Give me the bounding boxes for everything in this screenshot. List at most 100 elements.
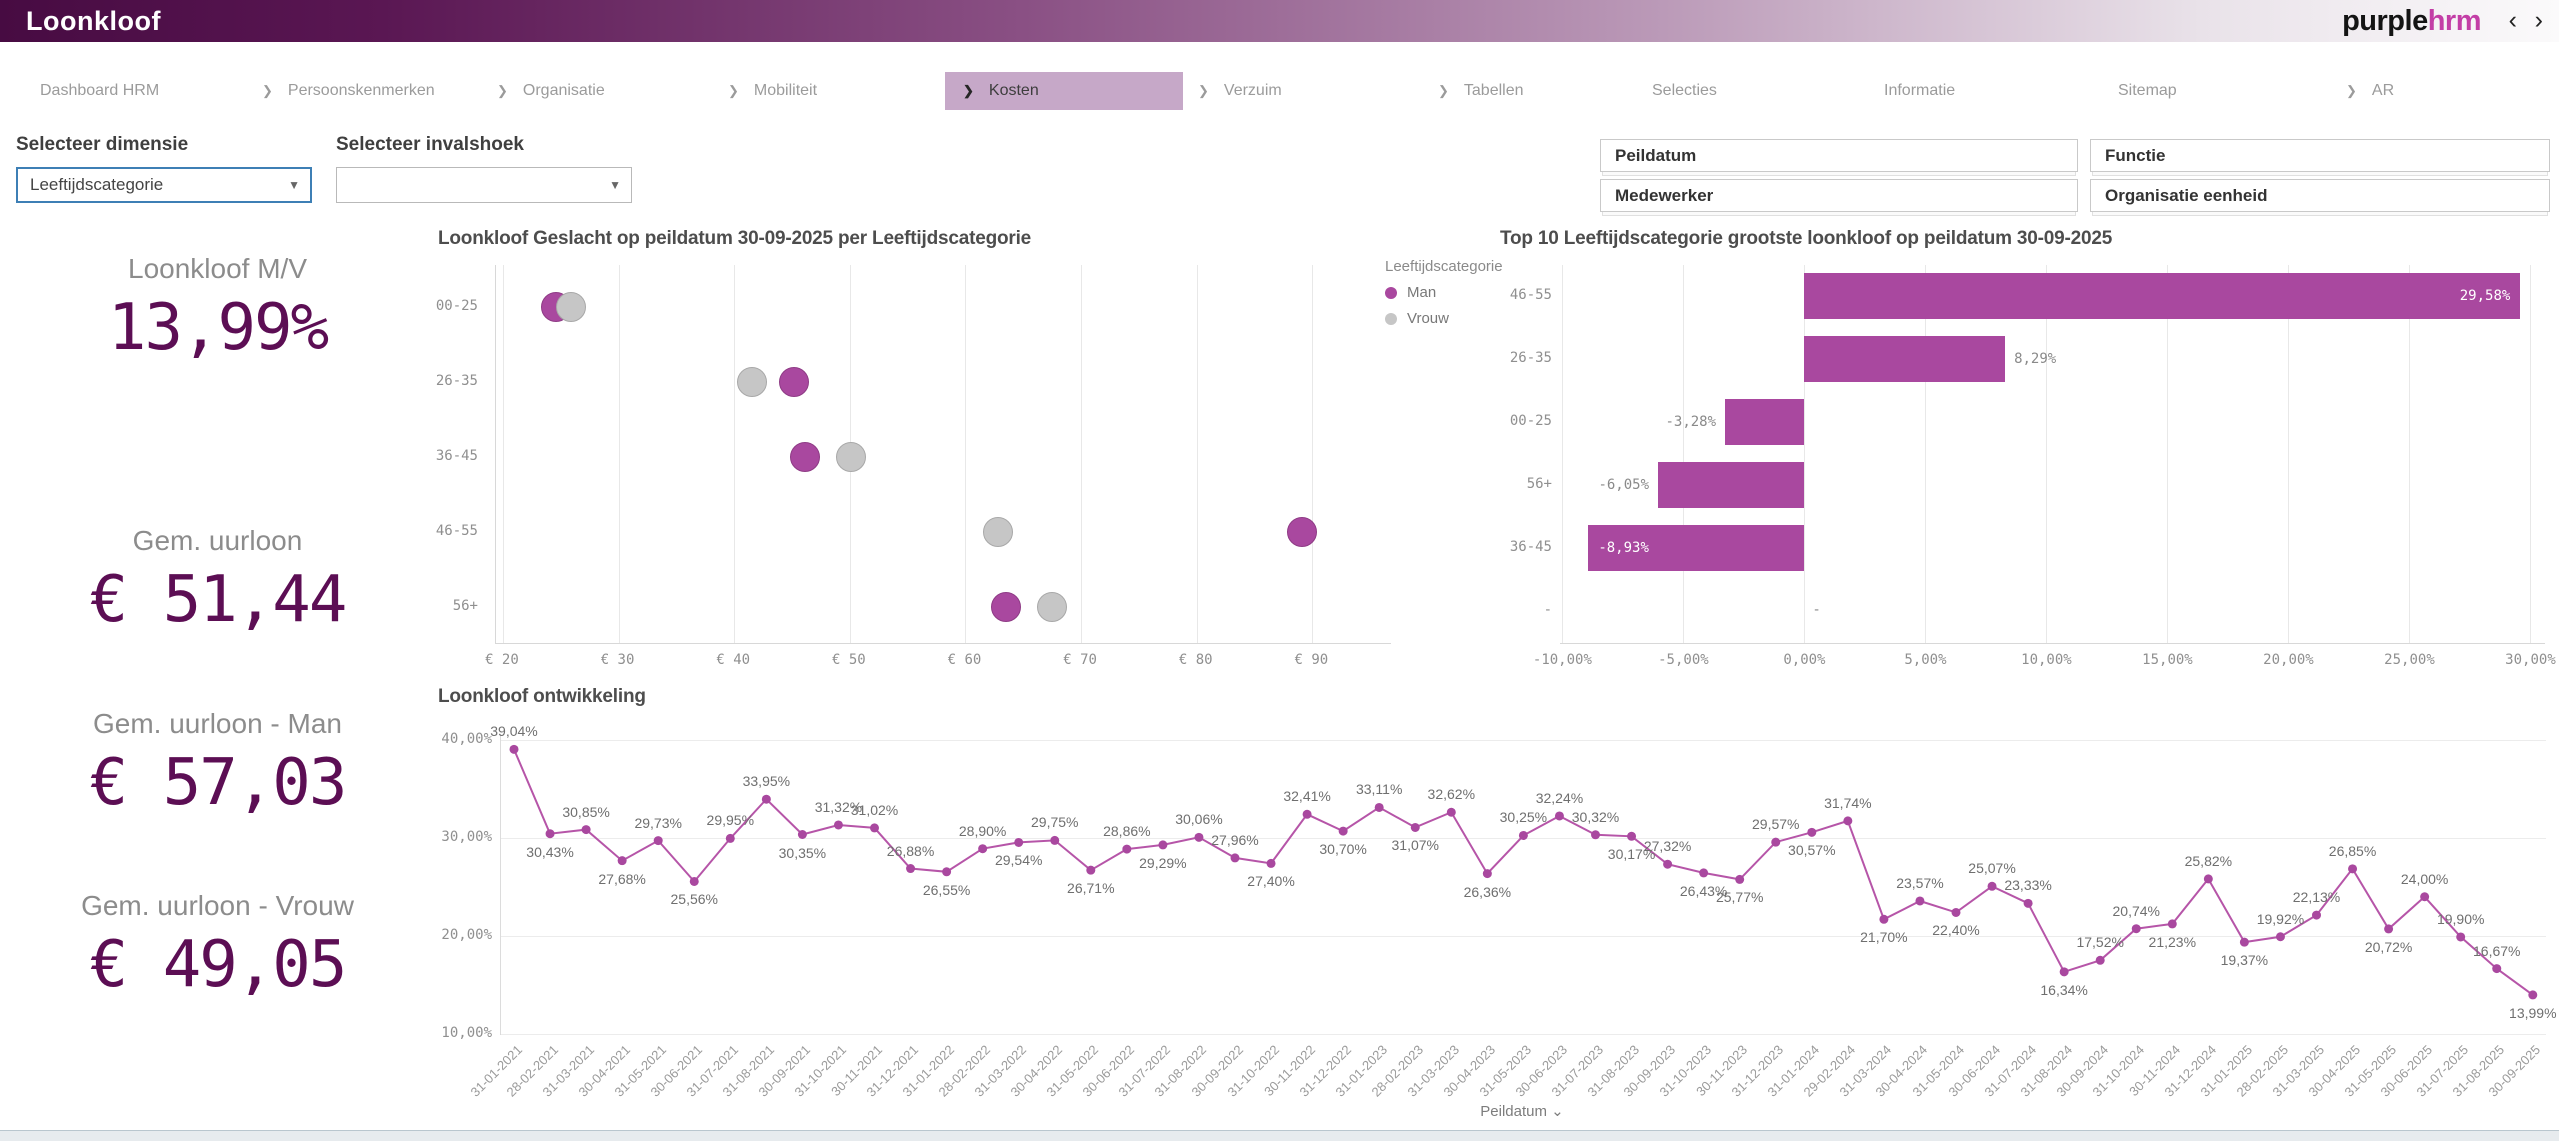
line-point-31-12-2022[interactable] [1338, 826, 1348, 836]
line-point-31-05-2021[interactable] [653, 836, 663, 846]
line-x-tick: 31-08-2025 [2450, 1042, 2508, 1100]
line-point-30-09-2023[interactable] [1663, 859, 1673, 869]
nav-item-selecties[interactable]: Selecties [1652, 82, 1717, 99]
bar-36-45[interactable] [1588, 525, 1805, 571]
scatter-point-man-36-45[interactable] [789, 442, 820, 472]
nav-item-dashboard-hrm[interactable]: Dashboard HRM [40, 82, 160, 99]
line-point-30-06-2023[interactable] [1554, 811, 1564, 821]
legend-item-vrouw[interactable]: Vrouw [1385, 310, 1503, 327]
line-x-tick: 31-01-2022 [900, 1042, 958, 1100]
scatter-point-vrouw-36-45[interactable] [835, 442, 866, 472]
scatter-point-vrouw-00-25[interactable] [556, 292, 587, 322]
line-point-31-03-2022[interactable] [1014, 837, 1024, 847]
scatter-point-man-56+[interactable] [990, 592, 1021, 622]
line-point-31-05-2025[interactable] [2384, 924, 2394, 934]
line-point-29-02-2024[interactable] [1843, 816, 1853, 826]
line-point-30-04-2022[interactable] [1050, 835, 1060, 845]
line-point-31-07-2021[interactable] [725, 833, 735, 843]
line-point-30-11-2022[interactable] [1302, 809, 1312, 819]
nav-item-organisatie[interactable]: ❯ Organisatie [497, 82, 605, 99]
line-point-31-01-2025[interactable] [2239, 937, 2249, 947]
next-sheet-icon[interactable]: › [2534, 6, 2543, 34]
line-point-31-07-2024[interactable] [2023, 898, 2033, 908]
filter-organisatie-eenheid[interactable]: Organisatie eenheid [2090, 179, 2550, 212]
line-point-30-11-2023[interactable] [1735, 874, 1745, 884]
line-point-30-06-2021[interactable] [689, 876, 699, 886]
scatter-point-man-46-55[interactable] [1286, 517, 1317, 547]
filter-functie[interactable]: Functie [2090, 139, 2550, 172]
line-data-label: 22,40% [1932, 922, 1980, 939]
filter-peildatum[interactable]: Peildatum [1600, 139, 2078, 172]
nav-item-tabellen[interactable]: ❯ Tabellen [1438, 82, 1524, 99]
line-point-31-12-2023[interactable] [1771, 837, 1781, 847]
line-point-30-06-2024[interactable] [1987, 881, 1997, 891]
line-point-30-09-2022[interactable] [1230, 853, 1240, 863]
line-point-31-08-2023[interactable] [1627, 831, 1637, 841]
line-point-31-05-2023[interactable] [1518, 830, 1528, 840]
line-point-31-08-2022[interactable] [1194, 832, 1204, 842]
line-point-30-06-2022[interactable] [1122, 844, 1132, 854]
line-point-28-02-2023[interactable] [1410, 822, 1420, 832]
line-point-31-10-2024[interactable] [2131, 924, 2141, 934]
line-point-31-03-2024[interactable] [1879, 914, 1889, 924]
line-point-31-07-2022[interactable] [1158, 840, 1168, 850]
nav-item-ar[interactable]: ❯ AR [2346, 82, 2395, 99]
nav-item-persoonskenmerken[interactable]: ❯ Persoonskenmerken [262, 82, 435, 99]
line-point-31-07-2023[interactable] [1591, 830, 1600, 840]
nav-item-sitemap[interactable]: Sitemap [2118, 82, 2177, 99]
nav-item-kosten-active[interactable]: ❯ Kosten [945, 72, 1183, 110]
line-point-28-02-2021[interactable] [545, 829, 555, 839]
line-point-31-12-2024[interactable] [2203, 874, 2213, 884]
scatter-point-vrouw-26-35[interactable] [736, 367, 767, 397]
line-point-30-09-2021[interactable] [797, 830, 807, 840]
bar-46-55[interactable] [1804, 273, 2521, 319]
line-point-31-05-2022[interactable] [1086, 865, 1096, 875]
scatter-point-vrouw-56+[interactable] [1037, 592, 1068, 622]
line-point-30-04-2021[interactable] [617, 856, 627, 866]
line-point-30-11-2024[interactable] [2167, 919, 2177, 929]
line-point-30-04-2023[interactable] [1482, 869, 1492, 879]
prev-sheet-icon[interactable]: ‹ [2508, 6, 2517, 34]
bar-56+[interactable] [1658, 462, 1805, 508]
line-point-31-01-2021[interactable] [509, 744, 519, 754]
dimensie-select[interactable]: Leeftijdscategorie ▼ [16, 167, 312, 203]
nav-item-informatie[interactable]: Informatie [1884, 82, 1956, 99]
line-point-31-03-2023[interactable] [1446, 807, 1456, 817]
scatter-point-man-26-35[interactable] [779, 367, 810, 397]
line-point-30-09-2025[interactable] [2528, 990, 2538, 1000]
invalshoek-select[interactable]: ▼ [336, 167, 632, 203]
line-point-31-05-2024[interactable] [1951, 907, 1961, 917]
bar-gridline [2046, 265, 2048, 643]
line-point-31-10-2022[interactable] [1266, 858, 1276, 868]
legend-label: Man [1407, 284, 1437, 301]
line-point-31-01-2024[interactable] [1807, 827, 1817, 837]
line-point-31-08-2021[interactable] [761, 794, 771, 804]
line-point-30-04-2024[interactable] [1915, 896, 1925, 906]
line-point-31-08-2024[interactable] [2059, 967, 2069, 977]
line-point-30-11-2021[interactable] [870, 823, 879, 833]
line-point-31-03-2021[interactable] [581, 825, 591, 835]
filter-medewerker[interactable]: Medewerker [1600, 179, 2078, 212]
horizontal-scrollbar[interactable] [0, 1130, 2559, 1141]
line-point-30-04-2025[interactable] [2348, 864, 2358, 874]
line-point-28-02-2025[interactable] [2275, 932, 2285, 942]
line-point-28-02-2022[interactable] [978, 844, 988, 854]
x-axis-title[interactable]: Peildatum ⌄ [1480, 1103, 1564, 1120]
line-point-31-03-2025[interactable] [2312, 910, 2321, 920]
line-point-31-10-2021[interactable] [833, 820, 843, 830]
line-point-31-10-2023[interactable] [1699, 868, 1709, 878]
line-point-31-12-2021[interactable] [906, 864, 916, 874]
line-point-30-06-2025[interactable] [2420, 892, 2430, 902]
line-point-31-07-2025[interactable] [2456, 932, 2466, 942]
line-point-31-01-2022[interactable] [942, 867, 952, 877]
scatter-point-vrouw-46-55[interactable] [982, 517, 1013, 547]
bar-00-25[interactable] [1725, 399, 1805, 445]
line-data-label: 31,32% [814, 798, 863, 815]
legend-item-man[interactable]: Man [1385, 284, 1503, 301]
line-point-31-01-2023[interactable] [1374, 802, 1384, 812]
line-point-31-08-2025[interactable] [2492, 964, 2502, 974]
bar-26-35[interactable] [1804, 336, 2006, 382]
line-point-30-09-2024[interactable] [2095, 955, 2105, 965]
nav-item-mobiliteit[interactable]: ❯ Mobiliteit [728, 82, 818, 99]
nav-item-verzuim[interactable]: ❯ Verzuim [1198, 82, 1282, 99]
